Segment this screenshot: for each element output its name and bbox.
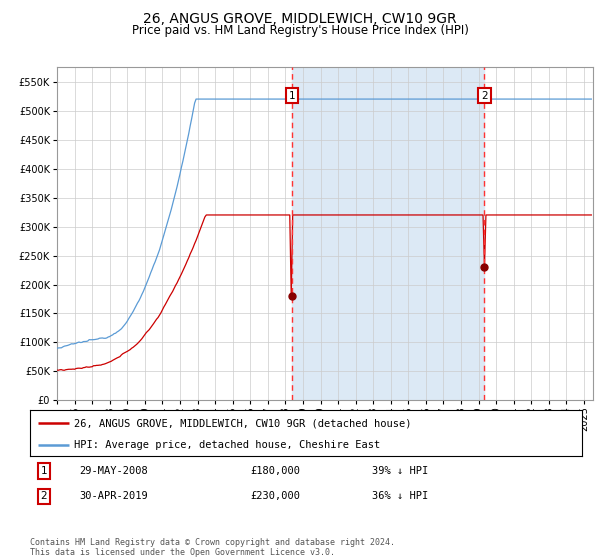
Text: £230,000: £230,000 [251, 491, 301, 501]
Text: 26, ANGUS GROVE, MIDDLEWICH, CW10 9GR (detached house): 26, ANGUS GROVE, MIDDLEWICH, CW10 9GR (d… [74, 418, 412, 428]
Text: 2: 2 [481, 91, 488, 101]
Text: 26, ANGUS GROVE, MIDDLEWICH, CW10 9GR: 26, ANGUS GROVE, MIDDLEWICH, CW10 9GR [143, 12, 457, 26]
Text: £180,000: £180,000 [251, 466, 301, 476]
Text: 1: 1 [40, 466, 47, 476]
Text: 30-APR-2019: 30-APR-2019 [80, 491, 148, 501]
Text: Price paid vs. HM Land Registry's House Price Index (HPI): Price paid vs. HM Land Registry's House … [131, 24, 469, 36]
Text: 36% ↓ HPI: 36% ↓ HPI [372, 491, 428, 501]
Text: 1: 1 [289, 91, 295, 101]
Text: Contains HM Land Registry data © Crown copyright and database right 2024.
This d: Contains HM Land Registry data © Crown c… [30, 538, 395, 557]
Bar [292, 67, 484, 400]
Text: 39% ↓ HPI: 39% ↓ HPI [372, 466, 428, 476]
Text: 29-MAY-2008: 29-MAY-2008 [80, 466, 148, 476]
Text: 2: 2 [40, 491, 47, 501]
Text: HPI: Average price, detached house, Cheshire East: HPI: Average price, detached house, Ches… [74, 440, 380, 450]
